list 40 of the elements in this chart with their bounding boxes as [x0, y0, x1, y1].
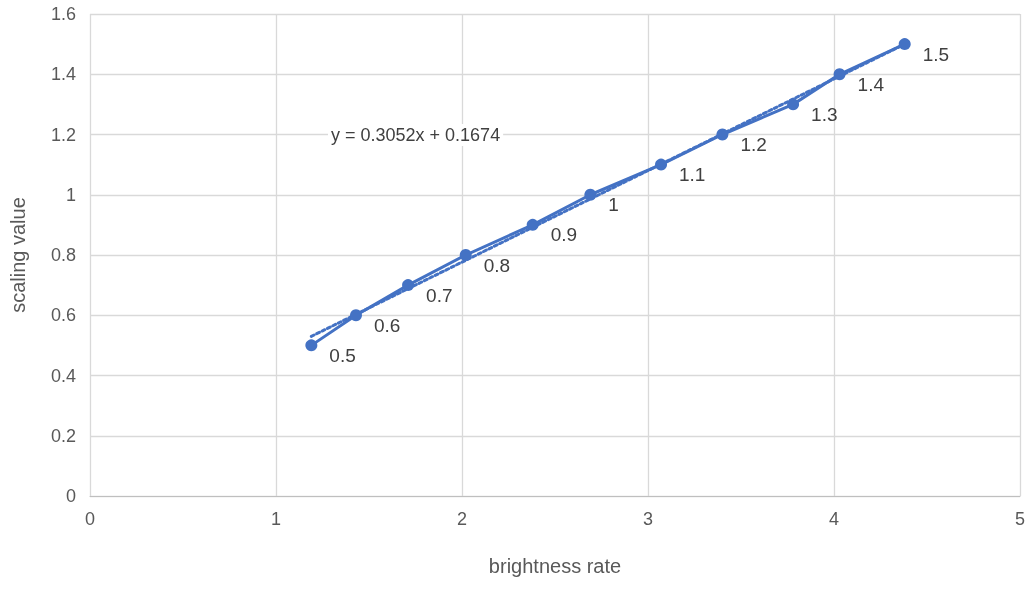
- x-tick-label: 5: [1014, 509, 1026, 529]
- point: [459, 249, 472, 261]
- y-axis-title: scaling value: [7, 197, 29, 313]
- data-label: 0.6: [373, 314, 401, 336]
- x-tick-label: 0: [84, 509, 96, 529]
- data-label: 0.9: [550, 224, 578, 246]
- data-label: 1: [608, 194, 619, 216]
- x-tick-label: 3: [642, 509, 654, 529]
- data-label: 1.3: [811, 103, 838, 125]
- x-tick-label: 4: [828, 509, 840, 529]
- point: [349, 309, 362, 322]
- y-tick-label: 0.8: [50, 245, 76, 265]
- data-label: 0.5: [329, 344, 356, 366]
- point: [584, 188, 597, 201]
- data-label: 1.1: [679, 164, 706, 186]
- y-tick-label: 0.2: [50, 425, 76, 446]
- point: [833, 68, 846, 81]
- x-axis-title: brightness rate: [488, 555, 622, 577]
- y-tick-label: 1.2: [50, 124, 76, 145]
- point: [787, 98, 800, 111]
- data-label: 0.7: [426, 284, 453, 306]
- data-label: 1.5: [922, 43, 950, 65]
- x-tick-label: 2: [456, 509, 468, 529]
- y-tick-label: 1.6: [50, 4, 76, 24]
- y-tick-label: 0.6: [50, 305, 76, 326]
- y-tick-label: 1.4: [50, 64, 76, 85]
- point: [655, 158, 668, 171]
- x-tick-label: 1: [270, 509, 282, 529]
- point: [898, 38, 911, 51]
- point: [402, 279, 415, 292]
- point: [716, 128, 729, 141]
- data-label: 1.4: [857, 73, 885, 95]
- annotation: y = 0.3052x + 0.1674: [331, 125, 501, 145]
- data-label: 0.8: [483, 254, 511, 276]
- point: [305, 339, 318, 352]
- y-tick-label: 0.4: [50, 365, 76, 386]
- y-tick-label: 1: [65, 184, 76, 205]
- data-label: 1.2: [740, 134, 767, 155]
- point: [526, 218, 539, 231]
- y-tick-label: 0: [65, 486, 76, 506]
